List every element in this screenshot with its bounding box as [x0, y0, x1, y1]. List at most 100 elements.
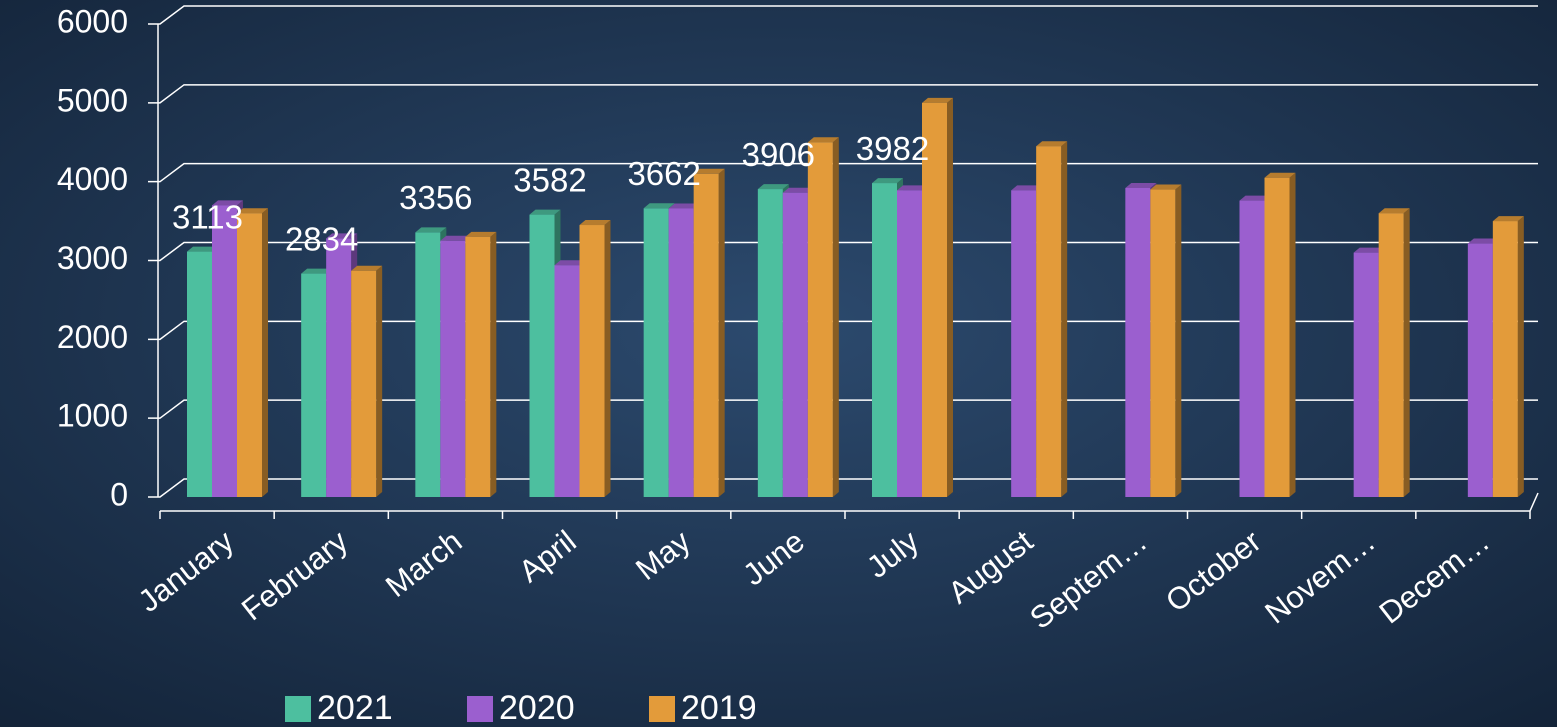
y-tick-label: 2000 — [57, 319, 128, 355]
bar — [301, 273, 327, 497]
y-tick-label: 1000 — [57, 398, 128, 434]
grid-line — [148, 84, 1538, 104]
bar-side — [718, 168, 725, 498]
bar-top — [1353, 247, 1385, 253]
bar-top — [1125, 182, 1157, 188]
bar-top — [1150, 184, 1182, 190]
data-label: 3582 — [513, 161, 586, 198]
grid-line — [148, 5, 1538, 25]
bar — [782, 192, 808, 497]
bar — [1150, 189, 1176, 498]
bar-top — [326, 233, 358, 239]
bar — [872, 183, 897, 497]
bar-top — [922, 97, 953, 103]
bar-top — [351, 265, 383, 271]
y-tick-label: 0 — [110, 476, 128, 512]
bar-side — [1517, 216, 1524, 498]
legend-label: 2019 — [681, 689, 757, 727]
bar — [757, 189, 783, 497]
bar — [415, 232, 441, 497]
legend-swatch — [467, 696, 493, 722]
bar-top — [1378, 208, 1410, 214]
bar-side — [1061, 141, 1068, 498]
bar-top — [1492, 216, 1524, 222]
bar — [351, 270, 377, 497]
grid-line — [148, 162, 1538, 183]
bar-top — [1467, 238, 1499, 244]
bar — [1264, 177, 1290, 497]
bar-top — [440, 235, 472, 241]
bar-top — [1264, 172, 1296, 178]
y-tick-label: 5000 — [57, 82, 128, 118]
bar — [693, 173, 719, 498]
bar-top — [529, 209, 561, 215]
bar — [1036, 146, 1062, 498]
bar — [1125, 187, 1151, 497]
bar-top — [782, 187, 814, 193]
bar-top — [1011, 185, 1043, 191]
bar-top — [643, 203, 675, 209]
bar-top — [1239, 195, 1271, 201]
grid-line — [148, 320, 1538, 341]
bar — [922, 102, 947, 497]
data-label: 3662 — [627, 155, 700, 192]
bar — [529, 214, 555, 497]
bar — [440, 240, 466, 497]
legend-label: 2020 — [499, 689, 575, 727]
bar — [643, 208, 669, 498]
bar — [465, 236, 491, 497]
bar — [1353, 252, 1379, 497]
bar-top — [187, 246, 218, 252]
bar — [1467, 243, 1493, 497]
bar-top — [872, 178, 903, 184]
data-label: 2834 — [285, 220, 358, 257]
bar-top — [554, 260, 586, 266]
grid-line — [148, 399, 1538, 419]
legend-swatch — [649, 696, 675, 722]
bar-top — [465, 231, 497, 237]
y-tick-label: 6000 — [57, 3, 128, 39]
bar — [187, 251, 212, 497]
bar-side — [1175, 184, 1182, 498]
bar-top — [212, 200, 243, 206]
bar-top — [757, 184, 789, 190]
bar-top — [807, 137, 839, 143]
bar-top — [693, 168, 725, 174]
bar-top — [301, 268, 333, 274]
bar — [554, 265, 580, 497]
bar-side — [1403, 208, 1410, 497]
bar — [1239, 200, 1265, 497]
data-label: 3356 — [399, 179, 472, 216]
bar-top — [237, 208, 268, 214]
grid-line — [148, 241, 1538, 262]
bar-side — [490, 231, 497, 497]
bar — [212, 205, 237, 498]
bar-top — [579, 220, 611, 226]
bar-top — [897, 185, 928, 191]
bar-top — [1036, 141, 1068, 147]
bar — [237, 213, 262, 497]
legend-label: 2021 — [317, 689, 393, 727]
y-tick-label: 4000 — [57, 161, 128, 197]
bar — [668, 208, 694, 497]
grid-line — [148, 478, 1538, 498]
bar-side — [947, 97, 953, 497]
y-tick-label: 3000 — [57, 240, 128, 276]
data-label: 3906 — [742, 136, 815, 173]
bar-side — [376, 265, 383, 497]
bar — [1492, 221, 1518, 498]
bar — [1011, 190, 1037, 498]
bar-top — [668, 203, 700, 209]
bar — [897, 190, 922, 498]
bar-side — [832, 137, 839, 497]
bar — [1378, 213, 1404, 497]
bar-side — [604, 220, 611, 497]
bar — [326, 238, 352, 497]
legend-swatch — [285, 696, 311, 722]
bar-side — [1289, 172, 1296, 497]
bar — [579, 225, 605, 497]
data-label: 3113 — [172, 198, 243, 235]
bar-top — [415, 227, 447, 233]
bar-side — [262, 208, 268, 497]
